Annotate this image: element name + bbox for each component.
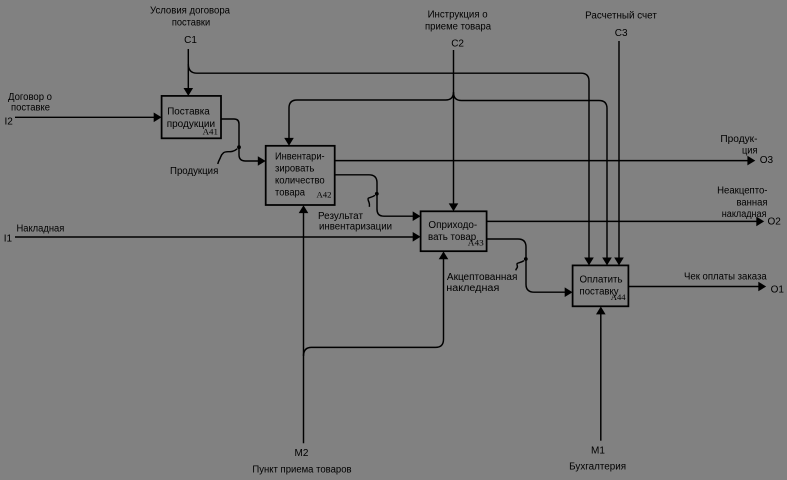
svg-text:Инструкция о: Инструкция о [428, 9, 488, 20]
svg-text:Условия договора: Условия договора [150, 6, 230, 17]
svg-text:товара: товара [275, 188, 305, 199]
svg-text:O2: O2 [768, 217, 782, 228]
svg-text:Поставка: Поставка [167, 107, 210, 118]
svg-text:ванная: ванная [737, 197, 768, 208]
svg-text:Продук-: Продук- [720, 134, 757, 145]
svg-text:накледная: накледная [446, 283, 499, 294]
svg-text:Продукция: Продукция [170, 166, 218, 177]
svg-text:приеме товара: приеме товара [425, 21, 491, 32]
svg-text:инвентаризации: инвентаризации [319, 222, 392, 233]
svg-text:Неакцепто-: Неакцепто- [717, 185, 767, 196]
svg-text:продукции: продукции [167, 119, 215, 130]
svg-text:Оплатить: Оплатить [580, 275, 623, 286]
svg-text:C2: C2 [451, 38, 464, 49]
svg-text:Накладная: Накладная [17, 224, 65, 235]
svg-text:Оприходо-: Оприходо- [428, 220, 477, 231]
svg-text:А41: А41 [203, 127, 218, 137]
svg-text:Договор о: Договор о [8, 92, 52, 103]
svg-text:Чек оплаты заказа: Чек оплаты заказа [684, 272, 767, 283]
svg-text:вать товар: вать товар [428, 232, 477, 243]
svg-text:Результат: Результат [318, 211, 363, 222]
svg-text:C1: C1 [184, 35, 197, 46]
svg-text:зировать: зировать [275, 164, 314, 175]
svg-text:Расчетный счет: Расчетный счет [585, 10, 657, 21]
svg-text:O1: O1 [771, 285, 785, 296]
svg-text:Пункт приема товаров: Пункт приема товаров [252, 465, 351, 476]
svg-text:O3: O3 [760, 155, 774, 166]
svg-text:количество: количество [275, 176, 325, 187]
svg-text:А42: А42 [317, 190, 332, 200]
svg-text:А43: А43 [468, 238, 484, 248]
svg-text:I2: I2 [5, 117, 14, 128]
svg-text:А44: А44 [611, 292, 627, 302]
svg-text:поставки: поставки [172, 17, 210, 28]
svg-text:поставке: поставке [11, 103, 50, 114]
svg-text:M1: M1 [591, 446, 605, 457]
svg-text:Акцептованная: Акцептованная [447, 272, 518, 283]
svg-text:M2: M2 [295, 448, 309, 459]
svg-text:Бухгалтерия: Бухгалтерия [569, 462, 626, 473]
svg-text:ция: ция [742, 146, 758, 157]
svg-text:Инвентари-: Инвентари- [275, 152, 325, 163]
svg-text:I1: I1 [4, 234, 13, 245]
svg-text:поставку: поставку [580, 287, 619, 298]
svg-text:C3: C3 [615, 28, 628, 39]
svg-text:накладная: накладная [722, 209, 767, 220]
